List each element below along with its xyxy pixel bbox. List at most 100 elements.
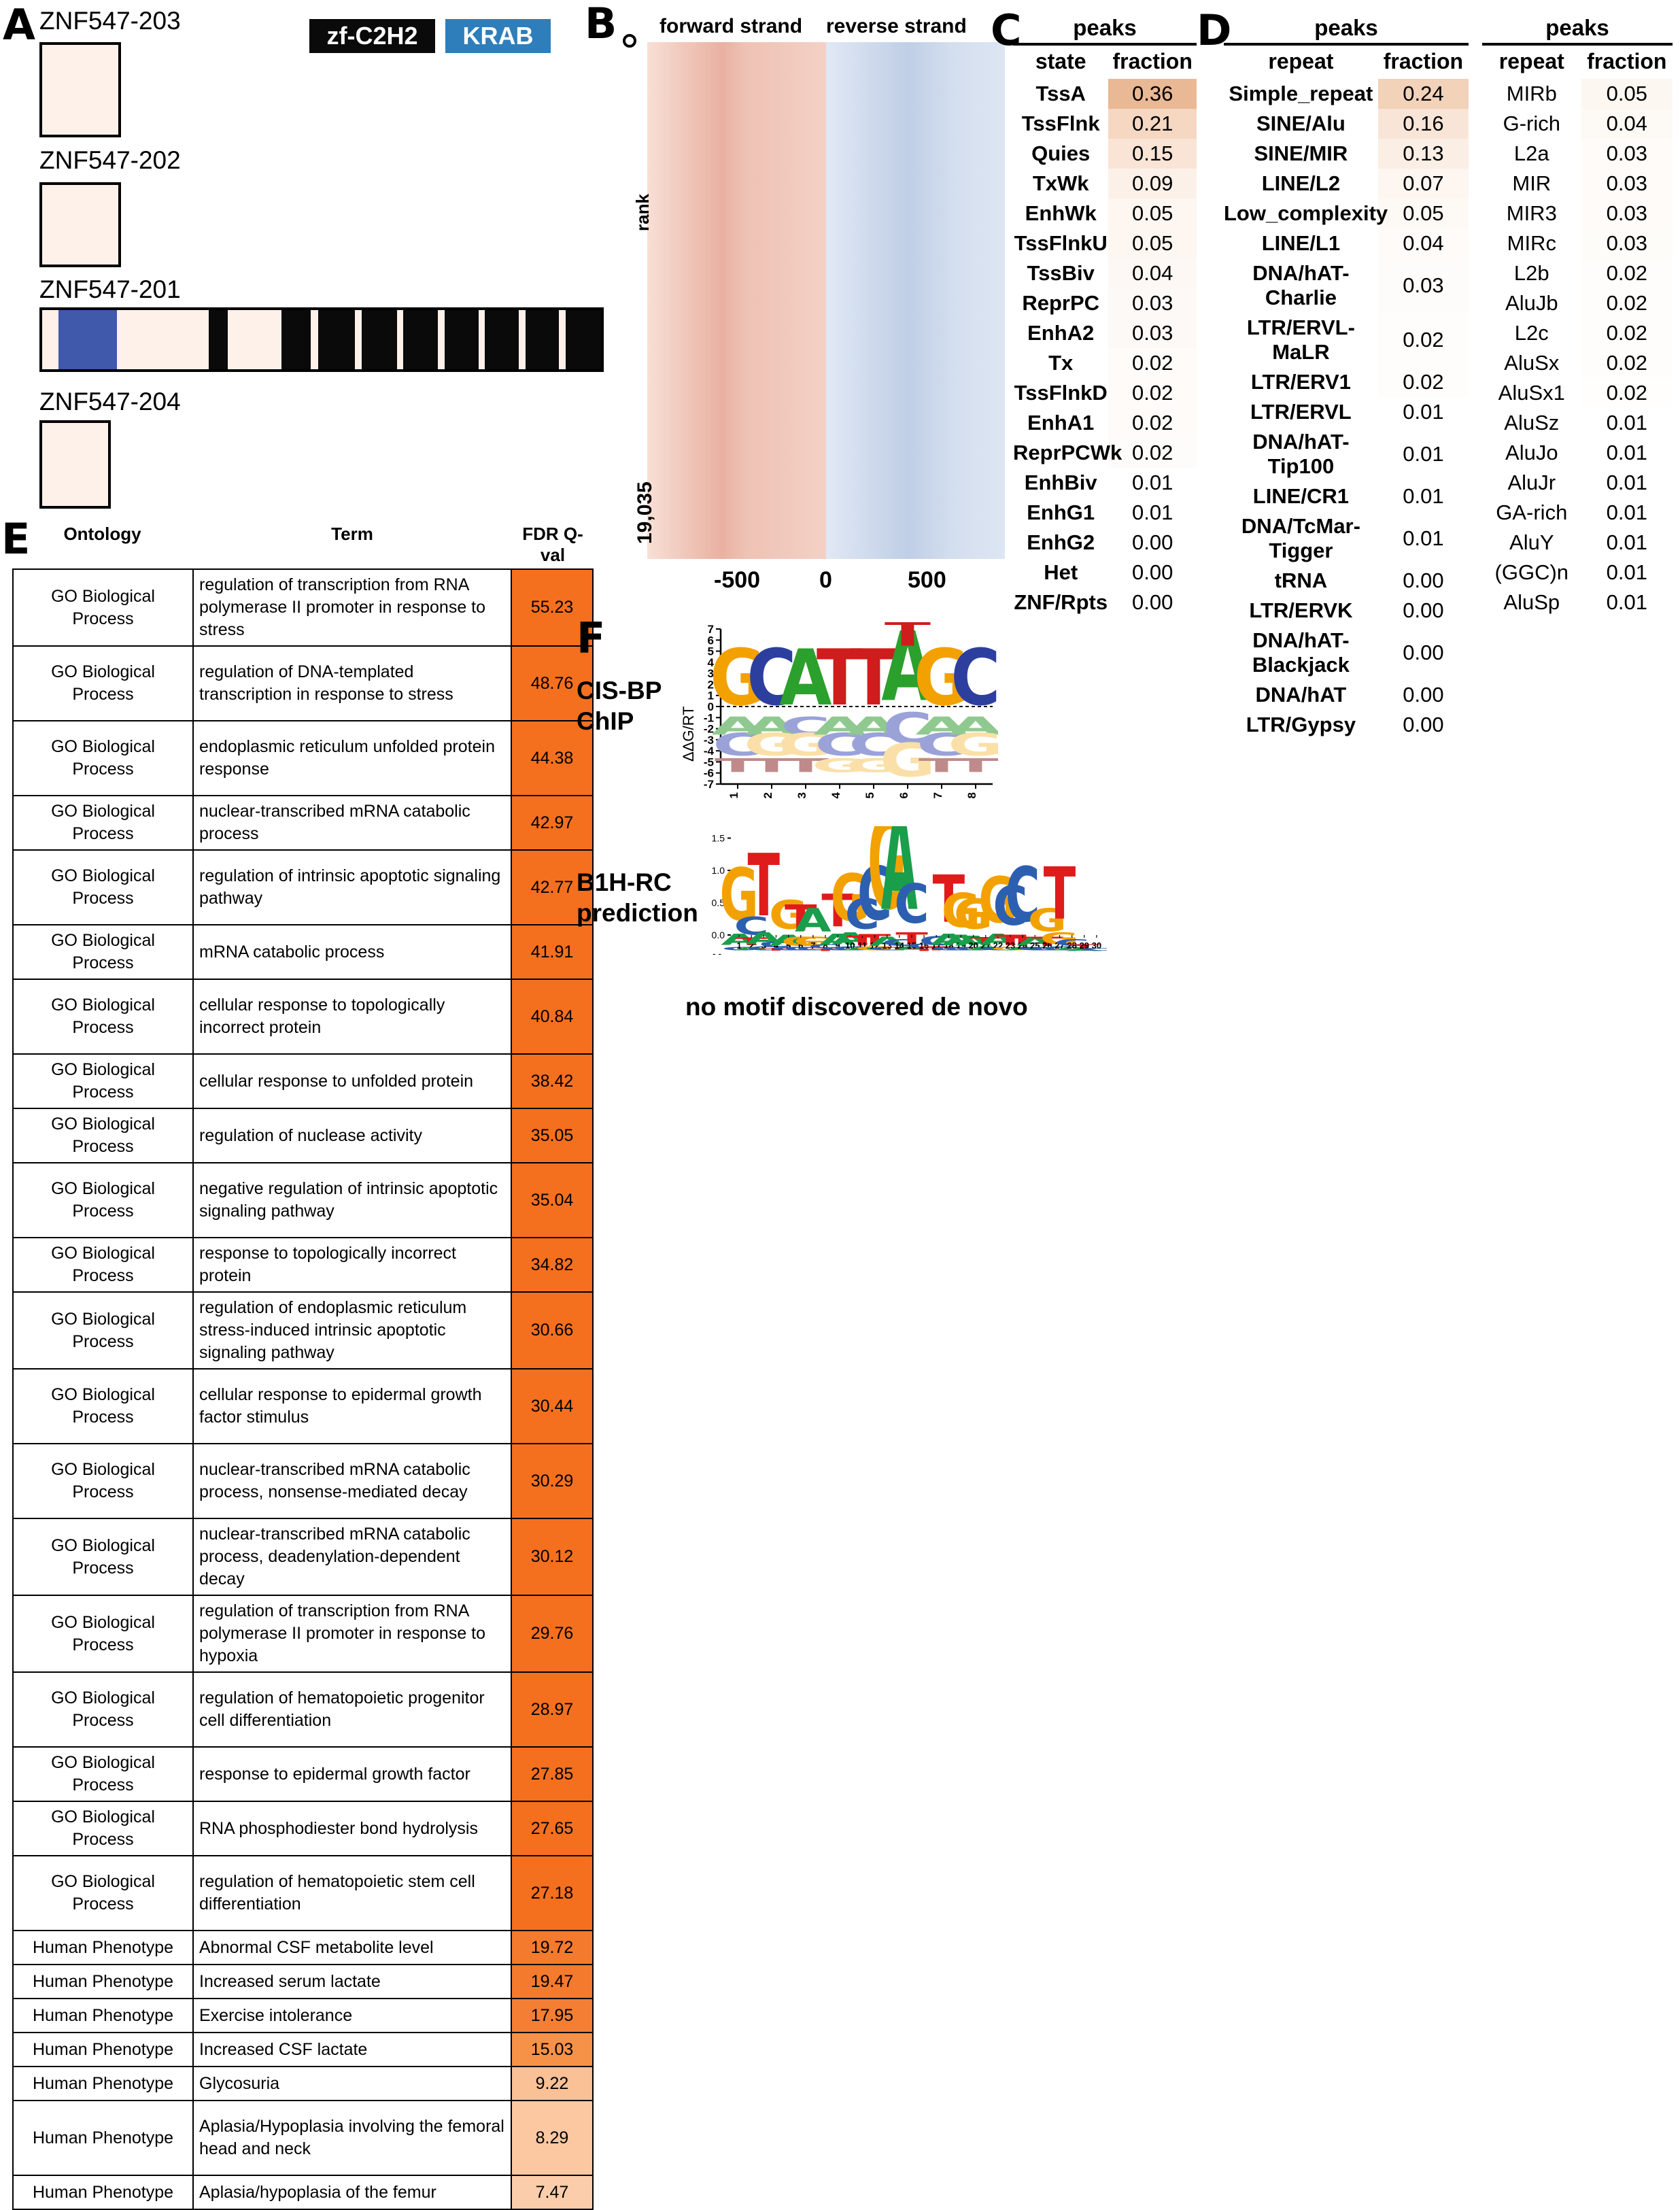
- cell-state: Het: [1044, 560, 1078, 584]
- table-row: LTR/ERVK 0.00: [1224, 596, 1469, 626]
- table-row: GO Biological Process RNA phosphodiester …: [12, 1801, 594, 1856]
- heatmap-reverse-strand: [826, 42, 1005, 559]
- cell-fraction: 0.00: [1377, 680, 1469, 710]
- table-row: AluJb 0.02: [1482, 288, 1673, 318]
- cell-state: EnhWk: [1025, 201, 1097, 225]
- table-row: GO Biological Process response to epiderm…: [12, 1746, 594, 1802]
- cisbp-logo-svg: 76543210-1-2-3-4-5-6-7GACT1CAGT2ACGT3TAC…: [704, 611, 1004, 798]
- logo-letter-C: C: [906, 942, 941, 950]
- gene-segment-exon: [559, 310, 566, 369]
- table-row: Tx 0.02: [1013, 348, 1197, 378]
- svg-text:-6: -6: [704, 767, 714, 780]
- heatmap-rank-axis-label: rank: [632, 194, 653, 231]
- gene-segment-zf: [485, 310, 519, 369]
- cell-term: nuclear-transcribed mRNA catabolic proce…: [192, 1443, 512, 1519]
- gene-segment-exon: [438, 310, 445, 369]
- repeat-subfamily-table: repeat fraction MIRb 0.05 G-rich 0.04 L2a 0.0…: [1482, 46, 1673, 617]
- table-row: AluSz 0.01: [1482, 408, 1673, 438]
- logo-letter-T: T: [851, 634, 897, 723]
- gene-segment-zf: [403, 310, 439, 369]
- logo-letter-T: T: [760, 947, 793, 951]
- cell-fdr-qval: 42.97: [511, 795, 594, 851]
- logo-letter-A: A: [770, 932, 807, 949]
- cell-fraction: 0.03: [1581, 228, 1673, 258]
- logo-letter-A: A: [746, 930, 783, 948]
- table-row: Simple_repeat 0.24: [1224, 79, 1469, 109]
- cell-fdr-qval: 30.66: [511, 1291, 594, 1370]
- isoform-track-znf547-201: [39, 307, 604, 372]
- legend-chip-krab: KRAB: [445, 19, 551, 53]
- logo-letter-A: A: [745, 712, 798, 741]
- cell-term: Aplasia/Hypoplasia involving the femoral…: [192, 2100, 512, 2176]
- panel-e: Ontology Term FDR Q-val GO Biological Pr…: [12, 524, 594, 2210]
- cell-fraction: 0.03: [1108, 318, 1197, 348]
- cell-repeat: DNA/hAT-Blackjack: [1252, 628, 1350, 677]
- col-header-fdr-qval: FDR Q-val: [522, 524, 583, 565]
- logo-letter-G: G: [914, 634, 970, 723]
- b1h-logo-svg: 1.51.00.50.0CAG1ATC2CAT3TC4CAG5CGT6CGA7T…: [712, 783, 1114, 959]
- logo-letter-G: G: [855, 945, 894, 951]
- table-row: GO Biological Process cellular response t…: [12, 979, 594, 1055]
- cell-term: regulation of endoplasmic reticulum stre…: [192, 1291, 512, 1370]
- logo-letter-A: A: [943, 932, 980, 949]
- logo-xtick: 3: [795, 792, 808, 798]
- cell-fraction: 0.01: [1108, 498, 1197, 528]
- cell-fraction: 0.04: [1108, 258, 1197, 288]
- cell-ontology: GO Biological Process: [12, 849, 194, 925]
- cell-ontology: GO Biological Process: [12, 1443, 194, 1519]
- table-row: ZNF/Rpts 0.00: [1013, 588, 1197, 617]
- cell-ontology: GO Biological Process: [12, 1162, 194, 1238]
- logo-letter-C: C: [931, 947, 966, 952]
- svg-text:5: 5: [708, 645, 714, 658]
- cell-fraction: 0.02: [1581, 318, 1673, 348]
- table-row: LINE/L2 0.07: [1224, 169, 1469, 199]
- logo-letter-A: A: [915, 712, 967, 741]
- logo-letter-A: A: [795, 902, 832, 940]
- cell-term: cellular response to unfolded protein: [192, 1053, 512, 1109]
- table-row: EnhG2 0.00: [1013, 528, 1197, 558]
- table-row: TssA 0.36: [1013, 79, 1197, 109]
- cell-fraction: 0.04: [1377, 228, 1469, 258]
- cell-state: EnhBiv: [1024, 471, 1097, 494]
- cell-fraction: 0.03: [1581, 139, 1673, 169]
- cell-fraction: 0.05: [1108, 228, 1197, 258]
- cell-fraction: 0.02: [1581, 288, 1673, 318]
- table-row: MIRc 0.03: [1482, 228, 1673, 258]
- svg-text:-5: -5: [704, 755, 714, 768]
- logo-letter-A: A: [893, 945, 931, 951]
- logo-letter-G: G: [846, 755, 902, 776]
- logo-xtick: 17: [931, 940, 941, 951]
- cisbp-y-axis-label: ΔΔG/RT: [680, 706, 697, 762]
- cell-repeat: SINE/MIR: [1254, 141, 1348, 165]
- cell-repeat: Simple_repeat: [1229, 82, 1373, 105]
- cell-fraction: 0.01: [1581, 468, 1673, 498]
- cell-term: regulation of hematopoietic progenitor c…: [192, 1671, 512, 1748]
- cell-repeat: LINE/L2: [1261, 171, 1341, 195]
- logo-letter-C: C: [783, 947, 818, 952]
- cell-repeat: AluSx1: [1498, 381, 1565, 405]
- cell-fraction: 0.01: [1581, 588, 1673, 617]
- logo-letter-A: A: [711, 712, 764, 741]
- logo-letter-T: T: [883, 947, 916, 952]
- logo-letter-T: T: [736, 936, 768, 948]
- cell-fdr-qval: 55.23: [511, 568, 594, 647]
- heatmap-xtick-minus500: -500: [714, 567, 761, 593]
- cell-fraction: 0.01: [1581, 558, 1673, 588]
- table-row: ReprPCWk 0.02: [1013, 438, 1197, 468]
- logo-xtick: 16: [919, 940, 929, 951]
- logo-letter-T: T: [953, 755, 998, 776]
- cell-state: TssFlnkD: [1014, 381, 1108, 405]
- table-row: Human Phenotype Increased CSF lactate 15.0…: [12, 2032, 594, 2067]
- table-row: GO Biological Process cellular response t…: [12, 1053, 594, 1109]
- cell-fdr-qval: 35.05: [511, 1108, 594, 1163]
- table-row: AluY 0.01: [1482, 528, 1673, 558]
- logo-xtick: 5: [786, 940, 791, 951]
- table-row: Human Phenotype Aplasia/hypoplasia of the…: [12, 2175, 594, 2210]
- cell-ontology: GO Biological Process: [12, 1518, 194, 1596]
- logo-xtick: 23: [1006, 940, 1015, 951]
- cell-ontology: Human Phenotype: [12, 2175, 194, 2210]
- heatmap-forward-noise: [647, 42, 826, 559]
- cell-fraction: 0.01: [1377, 511, 1469, 566]
- table-row: DNA/TcMar-Tigger 0.01: [1224, 511, 1469, 566]
- cell-fdr-qval: 29.76: [511, 1595, 594, 1673]
